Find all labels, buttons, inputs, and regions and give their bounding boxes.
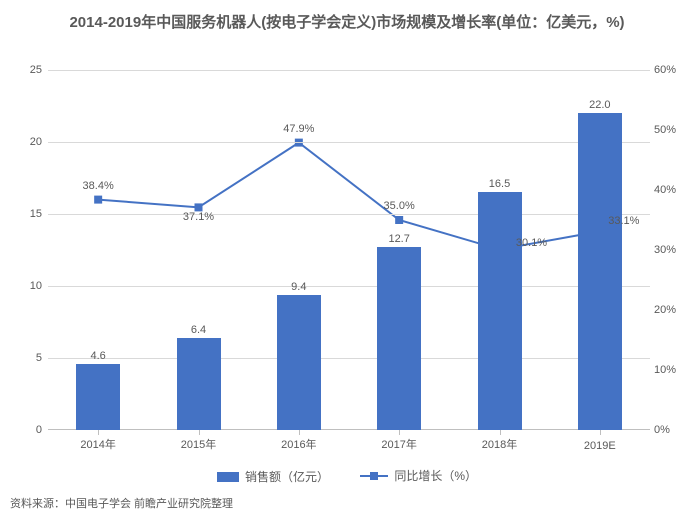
line-marker bbox=[395, 216, 403, 224]
bar-value-label: 12.7 bbox=[388, 233, 409, 245]
gridline bbox=[48, 70, 650, 71]
y-right-tick: 60% bbox=[654, 64, 686, 76]
line-value-label: 38.4% bbox=[83, 180, 114, 192]
bar bbox=[377, 247, 421, 430]
x-tick-mark bbox=[98, 430, 99, 435]
y-right-tick: 50% bbox=[654, 124, 686, 136]
chart-container: 2014-2019年中国服务机器人(按电子学会定义)市场规模及增长率(单位：亿美… bbox=[0, 0, 694, 519]
line-marker bbox=[195, 203, 203, 211]
bar-value-label: 9.4 bbox=[291, 281, 306, 293]
chart-title: 2014-2019年中国服务机器人(按电子学会定义)市场规模及增长率(单位：亿美… bbox=[0, 12, 694, 33]
y-left-tick: 15 bbox=[18, 208, 42, 220]
x-tick-label: 2015年 bbox=[181, 436, 216, 452]
y-right-tick: 30% bbox=[654, 244, 686, 256]
x-tick-mark bbox=[500, 430, 501, 435]
legend: 销售额（亿元） 同比增长（%） bbox=[0, 467, 694, 485]
y-left-tick: 0 bbox=[18, 424, 42, 436]
gridline bbox=[48, 286, 650, 287]
bar-value-label: 22.0 bbox=[589, 99, 610, 111]
growth-line bbox=[98, 143, 600, 250]
gridline bbox=[48, 358, 650, 359]
line-marker bbox=[94, 196, 102, 204]
y-right-tick: 20% bbox=[654, 304, 686, 316]
line-value-label: 47.9% bbox=[283, 123, 314, 135]
source-text: 资料来源：中国电子学会 前瞻产业研究院整理 bbox=[10, 495, 233, 511]
x-tick-mark bbox=[399, 430, 400, 435]
line-value-label: 35.0% bbox=[384, 200, 415, 212]
y-left-tick: 25 bbox=[18, 64, 42, 76]
bar bbox=[76, 364, 120, 430]
legend-line-label: 同比增长（%） bbox=[394, 467, 477, 484]
legend-item-bars: 销售额（亿元） bbox=[217, 468, 329, 485]
x-tick-label: 2018年 bbox=[482, 436, 517, 452]
x-tick-mark bbox=[199, 430, 200, 435]
y-left-tick: 10 bbox=[18, 280, 42, 292]
x-tick-label: 2014年 bbox=[80, 436, 115, 452]
line-value-label: 37.1% bbox=[183, 211, 214, 223]
line-series-svg bbox=[48, 70, 650, 430]
x-axis bbox=[48, 429, 650, 430]
bar bbox=[578, 113, 622, 430]
line-value-label: 30.1% bbox=[516, 237, 547, 249]
legend-item-line: 同比增长（%） bbox=[360, 467, 477, 484]
bar-value-label: 16.5 bbox=[489, 178, 510, 190]
bar bbox=[277, 295, 321, 430]
x-tick-label: 2017年 bbox=[381, 436, 416, 452]
bar-value-label: 6.4 bbox=[191, 324, 206, 336]
y-left-tick: 5 bbox=[18, 352, 42, 364]
bar-value-label: 4.6 bbox=[91, 350, 106, 362]
legend-bar-label: 销售额（亿元） bbox=[245, 468, 329, 485]
y-left-tick: 20 bbox=[18, 136, 42, 148]
legend-bar-swatch bbox=[217, 472, 239, 482]
gridline bbox=[48, 214, 650, 215]
x-tick-label: 2016年 bbox=[281, 436, 316, 452]
y-right-tick: 40% bbox=[654, 184, 686, 196]
y-right-tick: 10% bbox=[654, 364, 686, 376]
bar bbox=[177, 338, 221, 430]
line-value-label: 33.1% bbox=[608, 215, 639, 227]
x-tick-mark bbox=[600, 430, 601, 435]
x-tick-mark bbox=[299, 430, 300, 435]
x-tick-label: 2019E bbox=[584, 440, 616, 452]
y-right-tick: 0% bbox=[654, 424, 686, 436]
plot-area: 05101520250%10%20%30%40%50%60%4.62014年6.… bbox=[48, 70, 650, 430]
legend-line-swatch bbox=[360, 470, 388, 482]
gridline bbox=[48, 142, 650, 143]
bar bbox=[478, 192, 522, 430]
